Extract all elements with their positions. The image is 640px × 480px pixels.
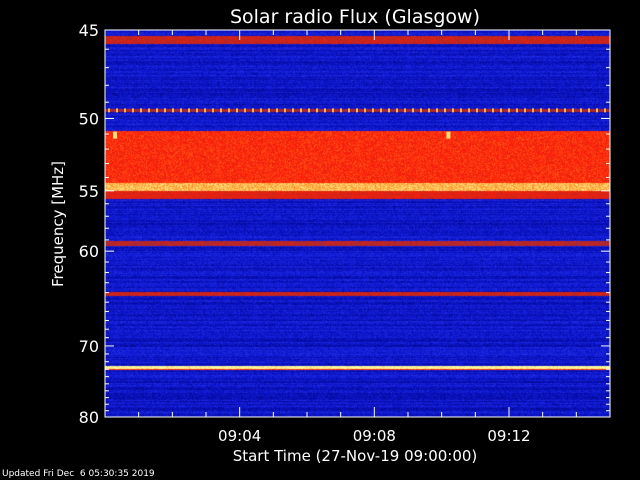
y-tick-label: 55: [79, 182, 99, 201]
y-tick-label: 60: [79, 242, 99, 261]
x-axis-label: Start Time (27-Nov-19 09:00:00): [233, 447, 478, 465]
heatmap-image: [105, 30, 610, 417]
y-axis: 45 50 55 60 70 80: [79, 21, 610, 427]
hot-spot: [446, 131, 451, 139]
x-axis: 09:04 09:08 09:12: [138, 30, 577, 445]
x-tick-label: 09:12: [487, 427, 530, 445]
y-tick-label: 45: [79, 21, 99, 40]
x-tick-label: 09:04: [218, 427, 261, 445]
chart-title: Solar radio Flux (Glasgow): [230, 6, 480, 28]
x-tick-label: 09:08: [353, 427, 396, 445]
plot-frame: [104, 29, 611, 418]
updated-footer: Updated Fri Dec 6 05:30:35 2019: [2, 469, 155, 479]
hot-spot: [113, 131, 118, 139]
y-axis-label: Frequency [MHz]: [49, 161, 67, 287]
y-tick-label: 50: [79, 109, 99, 128]
y-tick-label: 80: [79, 408, 99, 427]
y-tick-label: 70: [79, 337, 99, 356]
plot-area: [104, 29, 611, 418]
